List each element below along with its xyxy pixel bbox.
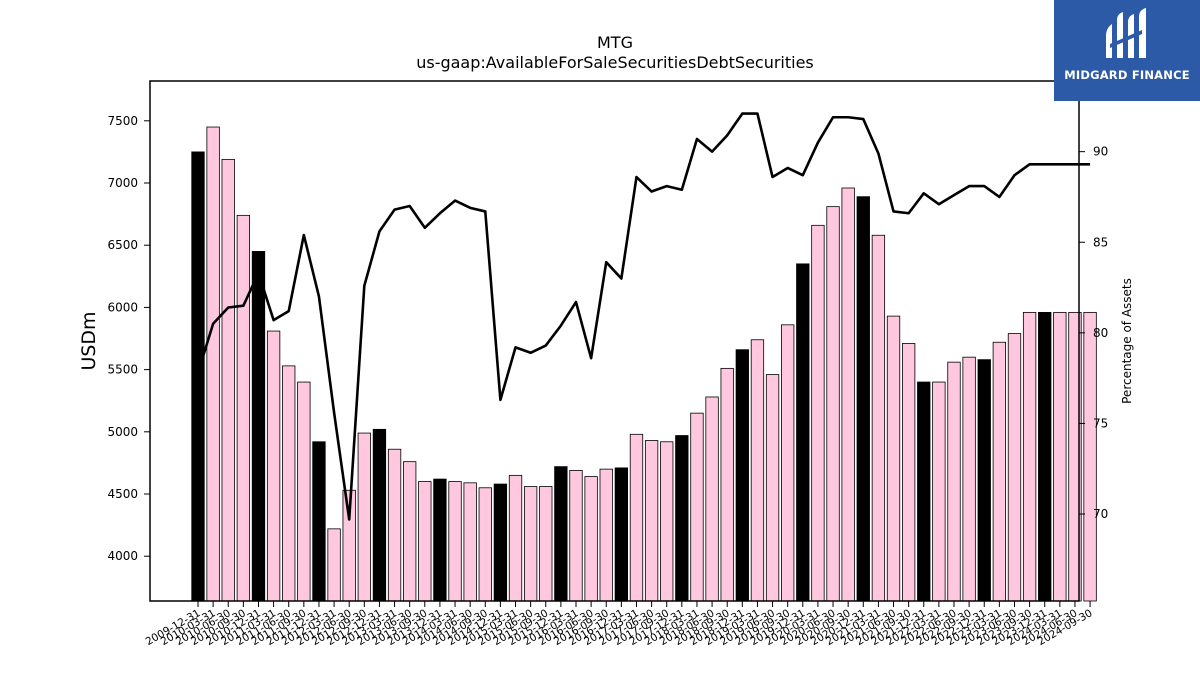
- y2-tick-label: 80: [1093, 326, 1108, 340]
- bar: [932, 381, 946, 602]
- y-axis-label: USDm: [78, 311, 100, 370]
- bar: [266, 330, 281, 602]
- bar: [992, 341, 1007, 602]
- line-layer: [196, 112, 1091, 521]
- bar: [569, 469, 583, 602]
- bar: [191, 151, 205, 602]
- bar: [765, 374, 780, 602]
- bar: [1038, 311, 1052, 602]
- bar: [811, 224, 825, 602]
- bar: [735, 349, 749, 602]
- bar: [554, 466, 568, 602]
- bar: [433, 478, 447, 602]
- y2-tick-label: 70: [1093, 507, 1108, 521]
- bar: [372, 428, 387, 602]
- y-tick-label: 6000: [107, 300, 138, 314]
- bar: [297, 381, 311, 602]
- bar: [705, 396, 719, 602]
- bar: [508, 474, 523, 602]
- bar: [282, 365, 296, 602]
- brand-logo: MIDGARD FINANCE: [1054, 0, 1200, 101]
- bar: [1022, 311, 1037, 602]
- y-tick-label: 4000: [107, 549, 138, 563]
- bar: [690, 412, 704, 602]
- y2-tick-label: 75: [1093, 416, 1108, 430]
- plot-frame: [149, 80, 1080, 602]
- bar: [629, 433, 644, 602]
- bar: [251, 251, 266, 602]
- bar: [720, 367, 734, 602]
- bar: [644, 440, 659, 602]
- bar: [523, 486, 538, 602]
- bar: [599, 468, 613, 602]
- bar: [403, 461, 417, 602]
- bar: [418, 481, 432, 602]
- y-tick-label: 7500: [107, 114, 138, 128]
- bar: [584, 476, 598, 602]
- bar: [448, 481, 462, 602]
- bar: [1007, 333, 1022, 602]
- bar: [826, 206, 840, 602]
- bar: [947, 361, 961, 602]
- y2-tick-label: 85: [1093, 235, 1108, 249]
- bar: [236, 214, 251, 602]
- bar: [478, 487, 492, 602]
- chart-subtitle: us-gaap:AvailableForSaleSecuritiesDebtSe…: [416, 53, 814, 72]
- bar: [1053, 311, 1067, 602]
- bar: [781, 324, 795, 602]
- y-tick-label: 6500: [107, 238, 138, 252]
- y-tick-label: 7000: [107, 176, 138, 190]
- bar: [841, 187, 855, 602]
- chart-title: MTG: [597, 33, 633, 52]
- y2-axis-label: Percentage of Assets: [1120, 278, 1134, 404]
- bar: [675, 435, 689, 602]
- bar: [901, 343, 916, 602]
- bar: [856, 196, 870, 602]
- bar: [886, 315, 901, 602]
- bar: [206, 126, 220, 602]
- bar: [327, 528, 341, 602]
- bar: [917, 381, 931, 602]
- bar: [796, 263, 810, 602]
- axes-layer: 4000 4500 5000 5500 6000 6500 7000 7500 70 75 80 85…: [107, 80, 1108, 648]
- y-tick-label: 5500: [107, 363, 138, 377]
- bar: [312, 441, 326, 602]
- y-tick-label: 5000: [107, 425, 138, 439]
- bar: [660, 441, 674, 602]
- y-tick-label: 4500: [107, 487, 138, 501]
- bar: [977, 359, 991, 602]
- bar: [387, 448, 402, 602]
- bar: [614, 467, 629, 602]
- bar: [493, 483, 508, 602]
- brand-logo-text: MIDGARD FINANCE: [1064, 68, 1190, 82]
- bar: [221, 158, 235, 602]
- bar: [871, 234, 886, 602]
- percentage-line: [196, 112, 1091, 521]
- bar: [750, 339, 765, 602]
- bar: [357, 432, 371, 602]
- midgard-logo-icon: [1106, 8, 1146, 58]
- bar: [1083, 311, 1097, 602]
- bar: [539, 486, 553, 602]
- y2-tick-label: 90: [1093, 145, 1108, 159]
- bar: [463, 482, 477, 602]
- bar: [962, 356, 976, 602]
